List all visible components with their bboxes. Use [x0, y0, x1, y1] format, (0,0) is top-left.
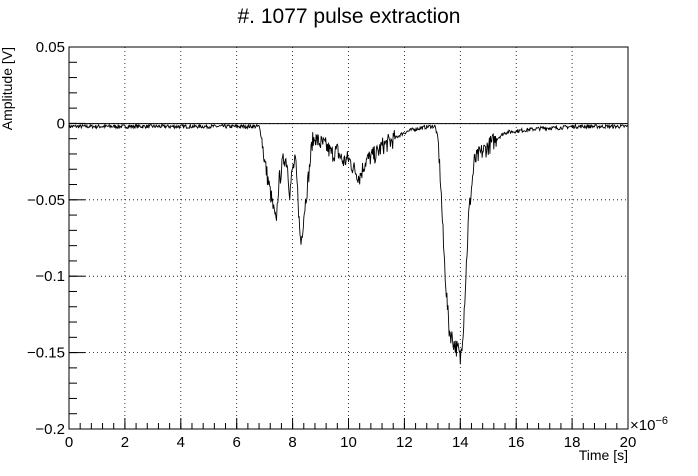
x-multiplier: ×10−6: [630, 415, 668, 434]
y-tick-label: 0: [57, 115, 65, 132]
x-tick-label: 14: [452, 434, 469, 451]
series-layer: [68, 122, 629, 365]
x-tick-label: 4: [177, 434, 185, 451]
x-tick-label: 8: [288, 434, 296, 451]
x-axis-title: Time [s]: [579, 447, 628, 463]
tick-labels-layer: 0 2 4 6 8 10 12 14 16 18 20 −0.2 −0.15 −0.1 −0.05 0 0.05: [27, 39, 636, 451]
y-tick-label: −0.05: [27, 192, 65, 209]
x-multiplier-exponent: −6: [655, 415, 668, 427]
x-tick-label: 18: [564, 434, 581, 451]
x-multiplier-base: ×10: [630, 417, 655, 434]
x-tick-label: 20: [620, 434, 637, 451]
x-tick-label: 6: [233, 434, 241, 451]
y-tick-label: −0.1: [35, 268, 65, 285]
y-axis-title: Amplitude [V]: [0, 47, 15, 130]
series-line: [68, 122, 629, 365]
x-tick-label: 16: [508, 434, 525, 451]
x-tick-label: 0: [65, 434, 73, 451]
x-tick-label: 12: [396, 434, 413, 451]
chart-title: #. 1077 pulse extraction: [238, 5, 461, 28]
grid-layer: [69, 47, 628, 429]
x-tick-label: 2: [121, 434, 129, 451]
x-tick-label: 10: [340, 434, 357, 451]
y-tick-label: 0.05: [36, 39, 65, 56]
y-tick-label: −0.2: [35, 421, 65, 438]
ticks-layer: [68, 46, 629, 430]
y-tick-label: −0.15: [27, 345, 65, 362]
